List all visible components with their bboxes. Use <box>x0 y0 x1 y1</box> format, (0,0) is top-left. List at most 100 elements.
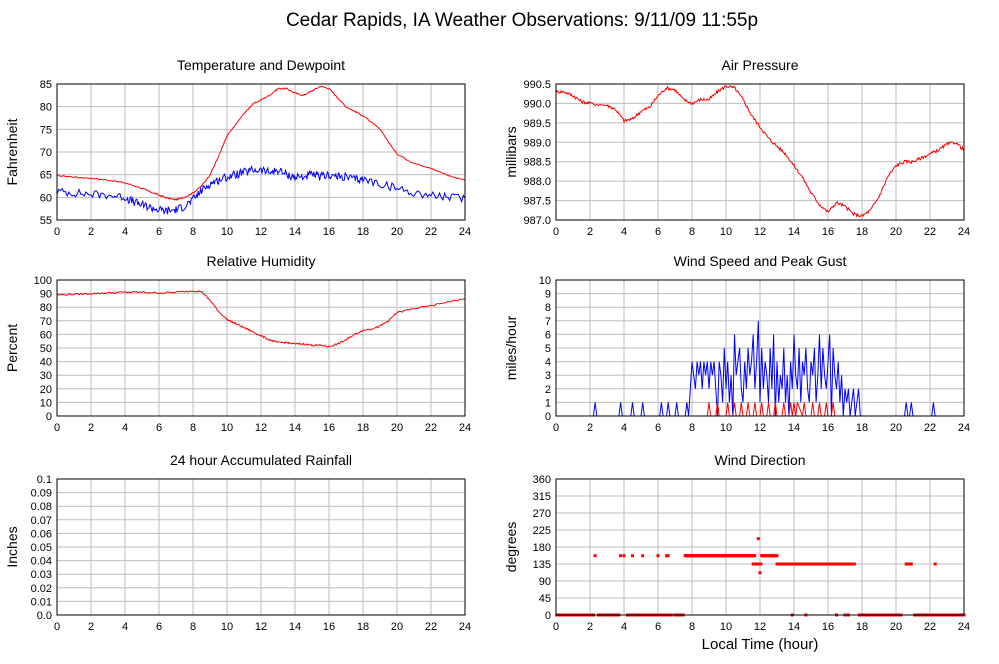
y-tick-label: 70 <box>40 316 52 328</box>
chart-direction: 0 2 4 6 8 10 12 14 16 18 20 22 240459013518022527031… <box>503 452 970 633</box>
y-tick-label: 45 <box>539 593 551 605</box>
y-tick-label: 5 <box>545 343 551 355</box>
x-tick-label: 18 <box>357 621 369 633</box>
x-tick-label: 6 <box>655 621 661 633</box>
x-tick-label: 14 <box>289 621 301 633</box>
y-tick-label: 100 <box>34 275 52 287</box>
y-tick-label: 0.07 <box>31 515 52 527</box>
y-tick-label: 90 <box>539 576 551 588</box>
x-tick-label: 16 <box>822 226 834 238</box>
x-tick-label: 24 <box>958 422 970 434</box>
direction-point <box>656 554 660 558</box>
x-tick-label: 20 <box>391 621 403 633</box>
x-tick-label: 12 <box>754 621 766 633</box>
x-tick-label: 10 <box>221 226 233 238</box>
y-tick-label: 55 <box>40 215 52 227</box>
direction-point <box>755 562 759 566</box>
x-tick-label: 2 <box>88 422 94 434</box>
y-tick-label: 0.05 <box>31 542 52 554</box>
y-axis-label: Fahrenheit <box>4 118 20 185</box>
y-tick-label: 70 <box>40 147 52 159</box>
y-tick-label: 60 <box>40 192 52 204</box>
direction-point <box>759 562 763 566</box>
x-tick-label: 8 <box>190 422 196 434</box>
x-tick-label: 20 <box>890 621 902 633</box>
x-tick-label: 22 <box>924 422 936 434</box>
x-tick-label: 12 <box>255 621 267 633</box>
series-line-blue <box>556 320 964 417</box>
chart-title: Wind Direction <box>714 452 805 468</box>
x-tick-label: 14 <box>289 422 301 434</box>
y-axis-label: Percent <box>4 324 20 372</box>
x-tick-label: 2 <box>88 621 94 633</box>
x-tick-label: 6 <box>156 226 162 238</box>
x-tick-label: 0 <box>553 226 559 238</box>
x-tick-label: 4 <box>621 422 627 434</box>
direction-point <box>775 554 779 558</box>
plot-frame <box>56 279 466 417</box>
x-tick-label: 16 <box>323 621 335 633</box>
direction-point <box>754 562 758 566</box>
y-tick-label: 990.5 <box>523 79 551 91</box>
y-tick-label: 990.0 <box>523 98 551 110</box>
chart-title: Wind Speed and Peak Gust <box>674 253 847 269</box>
chart-pressure: 0 2 4 6 8 10 12 14 16 18 20 22 24987.0987.5988.0988.… <box>503 57 970 238</box>
direction-point <box>641 554 645 558</box>
x-tick-label: 12 <box>754 422 766 434</box>
x-tick-label: 10 <box>720 422 732 434</box>
x-tick-label: 4 <box>621 621 627 633</box>
direction-point <box>848 562 852 566</box>
page-title: Cedar Rapids, IA Weather Observations: 9… <box>286 10 758 31</box>
direction-point <box>758 571 762 575</box>
x-tick-label: 20 <box>890 422 902 434</box>
y-axis-label: miles/hour <box>503 315 519 380</box>
chart-rain: 0 2 4 6 8 10 12 14 16 18 20 22 240.00.010.020.030.04… <box>4 452 471 633</box>
x-tick-label: 14 <box>788 621 800 633</box>
series-line-red <box>555 85 965 219</box>
direction-point <box>933 562 937 566</box>
y-tick-label: 988.5 <box>523 157 551 169</box>
x-tick-label: 14 <box>788 422 800 434</box>
x-tick-label: 6 <box>156 422 162 434</box>
y-tick-label: 0.03 <box>31 569 52 581</box>
x-tick-label: 14 <box>788 226 800 238</box>
y-tick-label: 0.0 <box>37 610 52 622</box>
y-tick-label: 90 <box>40 289 52 301</box>
x-tick-label: 24 <box>958 621 970 633</box>
direction-point <box>665 554 668 558</box>
y-tick-label: 360 <box>533 474 551 486</box>
direction-point <box>757 562 761 566</box>
direction-point <box>904 562 908 566</box>
x-tick-label: 6 <box>156 621 162 633</box>
x-tick-label: 10 <box>221 422 233 434</box>
x-tick-label: 22 <box>924 226 936 238</box>
direction-point <box>683 554 687 558</box>
x-axis-label: Local Time (hour) <box>702 636 819 653</box>
x-tick-label: 18 <box>856 422 868 434</box>
series-line-blue <box>56 165 466 215</box>
y-tick-label: 0.09 <box>31 488 52 500</box>
x-tick-label: 12 <box>255 226 267 238</box>
x-tick-label: 14 <box>289 226 301 238</box>
plot-frame <box>56 83 466 221</box>
y-tick-label: 989.0 <box>523 137 551 149</box>
direction-point <box>753 554 757 558</box>
y-tick-label: 85 <box>40 79 52 91</box>
y-tick-label: 225 <box>533 525 551 537</box>
x-tick-label: 16 <box>323 226 335 238</box>
y-tick-label: 40 <box>40 357 52 369</box>
x-tick-label: 20 <box>890 226 902 238</box>
x-tick-label: 22 <box>924 621 936 633</box>
x-tick-label: 18 <box>856 621 868 633</box>
x-tick-label: 10 <box>720 621 732 633</box>
chart-title: Air Pressure <box>721 57 798 73</box>
x-tick-label: 4 <box>621 226 627 238</box>
x-tick-label: 18 <box>357 226 369 238</box>
x-tick-label: 8 <box>689 226 695 238</box>
direction-point <box>666 554 670 558</box>
chart-humidity: 0 2 4 6 8 10 12 14 16 18 20 22 240102030405060708090… <box>4 253 471 434</box>
plot-frame <box>555 279 965 417</box>
direction-point <box>619 554 623 558</box>
x-tick-label: 16 <box>323 422 335 434</box>
y-tick-label: 4 <box>545 357 551 369</box>
